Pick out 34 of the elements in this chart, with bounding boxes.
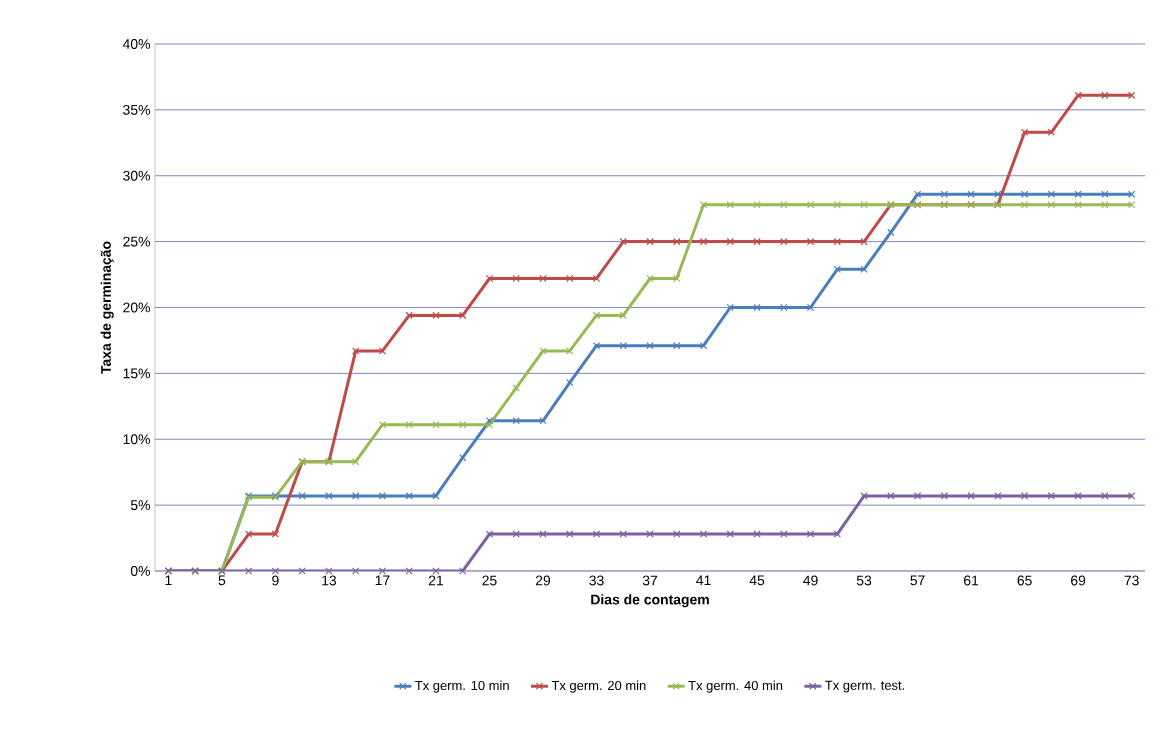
x-tick-label: 5 (218, 575, 226, 586)
legend-label: Tx germ. test. (825, 680, 905, 693)
x-tick-label: 33 (589, 575, 604, 586)
x-tick-label: 45 (749, 575, 765, 586)
x-tick-label: 37 (642, 575, 658, 586)
x-tick-label: 25 (482, 575, 497, 586)
x-tick-label: 53 (856, 575, 872, 586)
x-tick-label: 29 (535, 575, 551, 586)
legend-label: Tx germ. 10 min (415, 680, 509, 693)
y-tick-label: 10% (123, 434, 150, 445)
y-tick-label: 5% (130, 500, 150, 511)
y-tick-label: 40% (122, 39, 150, 49)
x-tick-label: 17 (375, 575, 390, 586)
x-tick-label: 49 (803, 575, 818, 586)
x-tick-label: 61 (964, 575, 979, 586)
y-tick-label: 30% (123, 170, 150, 181)
x-tick-label: 73 (1124, 575, 1139, 586)
x-tick-label: 41 (696, 575, 711, 586)
x-tick-label: 65 (1017, 575, 1032, 586)
x-tick-label: 21 (428, 575, 444, 586)
legend-label: Tx germ. 20 min (551, 680, 646, 693)
y-axis-title: Taxa de germinação (100, 241, 114, 374)
x-axis-title: Dias de contagem (591, 594, 709, 608)
y-tick-label: 35% (123, 104, 150, 115)
y-tick-label: 15% (123, 368, 150, 379)
x-tick-label: 13 (322, 575, 337, 586)
x-tick-label: 57 (910, 575, 925, 586)
x-tick-label: 1 (165, 575, 172, 586)
legend-label: Tx germ. 40 min (688, 680, 783, 693)
x-tick-label: 9 (272, 575, 279, 586)
x-tick-label: 69 (1071, 575, 1086, 586)
y-tick-label: 25% (123, 236, 150, 247)
y-tick-label: 20% (123, 302, 150, 313)
y-tick-label: 0% (130, 566, 150, 576)
